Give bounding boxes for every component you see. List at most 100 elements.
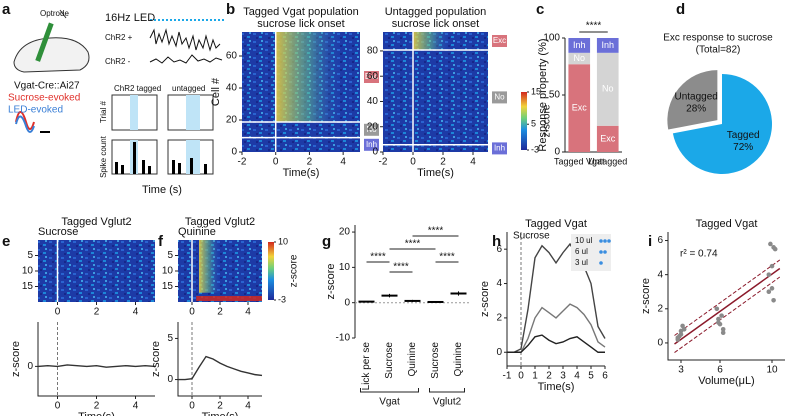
- y-tick-label: 0: [344, 297, 350, 308]
- x-tick-label: 5: [588, 371, 594, 382]
- chart-title: Tagged Vgat: [525, 218, 587, 230]
- y-tick-label: 50: [549, 90, 561, 101]
- group-bracket: [360, 388, 419, 393]
- y-tick-label: 5: [167, 333, 173, 344]
- point: [714, 306, 720, 312]
- group-bracket: [429, 388, 465, 393]
- y-tick-label: 0: [554, 147, 560, 158]
- sucrose-evoked-label: Sucrose-evoked: [8, 93, 80, 104]
- segment-label: No: [573, 53, 585, 63]
- y-tick-label: 20: [367, 121, 379, 132]
- point: [769, 263, 775, 269]
- trial-label: Trial #: [99, 100, 108, 122]
- y-tick-label: 6: [496, 244, 502, 255]
- x-tick-label: Sucrose: [384, 342, 395, 379]
- x-tick-label: 2: [217, 307, 223, 318]
- colorbar: [521, 92, 527, 150]
- axis-line: [177, 322, 262, 397]
- colorbar-label: z-score: [542, 104, 553, 137]
- panel-letter: i: [648, 233, 652, 250]
- x-tick-label: -1: [503, 371, 512, 382]
- bar-segment: [596, 52, 619, 126]
- x-tick-label: 2: [94, 401, 100, 412]
- pie-slice: [672, 74, 772, 174]
- x-tick-label: 1: [532, 371, 538, 382]
- y-tick-label: 60: [226, 51, 238, 62]
- bar-segment: [568, 64, 591, 152]
- row-label-box: [364, 71, 379, 83]
- row-label-box: [492, 142, 507, 155]
- chart-title: Tagged Vglut2: [185, 216, 255, 228]
- x-axis-label: Time(s): [283, 167, 320, 179]
- y-axis-label: z-score: [10, 341, 22, 377]
- segment-label: Inh: [573, 40, 586, 50]
- chr2-pos-label: ChR2 +: [105, 33, 133, 42]
- fit-line: [674, 267, 781, 345]
- significance-label: ****: [370, 252, 386, 263]
- legend-drop: [607, 239, 611, 243]
- point: [678, 328, 684, 334]
- row-label: Exc: [365, 72, 378, 81]
- y-tick-label: 20: [226, 115, 238, 126]
- chart-title: Tagged Vgat: [696, 218, 758, 230]
- x-tick-label: 3: [678, 365, 684, 376]
- colorbar: [268, 242, 274, 300]
- group-label: Vglut2: [433, 397, 462, 408]
- x-tick-label: 0: [55, 307, 61, 318]
- x-tick-label: 6: [717, 365, 723, 376]
- y-tick-label: 0: [27, 361, 33, 372]
- y-tick-label: 4: [496, 278, 502, 289]
- led-evoked-label: LED-evoked: [8, 105, 63, 116]
- x-tick-label: 4: [133, 307, 139, 318]
- point: [719, 313, 724, 318]
- x-tick-label: 0: [518, 371, 524, 382]
- panel-letter: e: [2, 233, 10, 250]
- row-label-box: [364, 123, 379, 136]
- annotation: Sucrose: [513, 231, 550, 242]
- x-tick-label: 0: [273, 157, 279, 168]
- y-tick-label: 0: [372, 147, 378, 158]
- chart-title: Tagged Vgat population: [243, 6, 359, 18]
- bar-segment: [568, 38, 591, 53]
- y-tick-label: 10: [162, 266, 174, 277]
- heatmap-hot-row: [196, 296, 262, 301]
- y-axis-label: z-score: [640, 278, 652, 314]
- x-tick-label: 3: [560, 371, 566, 382]
- x-tick-label: 4: [133, 401, 139, 412]
- fit-ci-line: [674, 259, 781, 336]
- point: [675, 335, 681, 341]
- bar-segment: [568, 52, 591, 65]
- series-line: [507, 334, 605, 353]
- series-line: [37, 364, 156, 368]
- panel-letter: h: [492, 233, 501, 250]
- x-axis-label: Time(s): [417, 167, 454, 179]
- x-tick-label: 2: [546, 371, 552, 382]
- point: [680, 323, 685, 329]
- y-tick-label: 80: [367, 46, 379, 57]
- point: [720, 330, 726, 335]
- segment-label: Exc: [572, 102, 588, 112]
- x-axis-label: Time(s): [202, 411, 239, 416]
- count-label: Spike count: [99, 135, 108, 178]
- y-tick-label: 20: [339, 227, 351, 238]
- series-line: [507, 242, 606, 353]
- slice-label: Untagged: [675, 91, 718, 102]
- x-axis-label: Time(s): [78, 411, 115, 416]
- legend-label: 6 ul: [575, 247, 588, 256]
- y-tick-label: 5: [27, 250, 33, 261]
- y-tick-label: 15: [22, 281, 34, 292]
- x-tick-label: 2: [94, 307, 100, 318]
- time-label: Time (s): [142, 184, 182, 196]
- colorbar-tick-label: 10: [278, 236, 288, 246]
- legend-drop: [599, 261, 603, 265]
- chart-title: Exc response to sucrose: [663, 33, 773, 44]
- panel-letter: g: [322, 233, 331, 250]
- y-tick-label: 2: [657, 303, 663, 314]
- y-tick-label: -10: [336, 333, 351, 344]
- heatmap-image: [383, 32, 488, 152]
- x-tick-label: 2: [217, 401, 223, 412]
- x-tick-label: 2: [440, 157, 446, 168]
- chart-title: (Total=82): [696, 45, 741, 56]
- axis-line: [37, 322, 155, 397]
